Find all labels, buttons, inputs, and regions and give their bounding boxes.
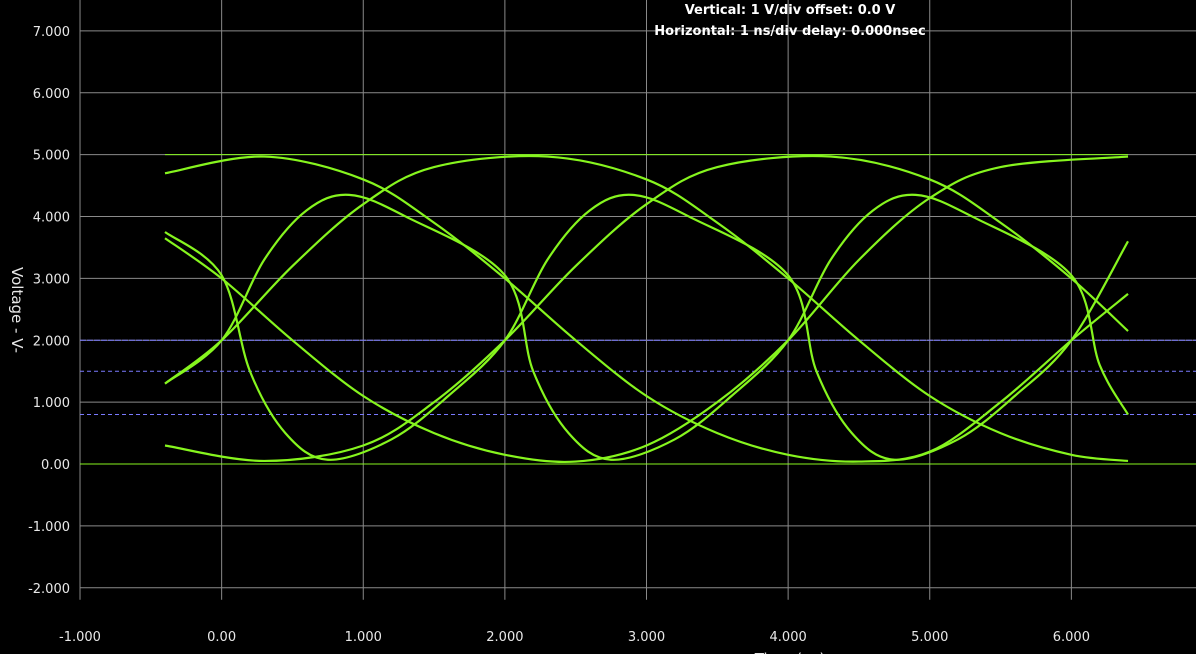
y-tick-label: 6.000	[33, 87, 70, 102]
y-tick-label: 1.000	[33, 396, 70, 411]
y-tick-label: 3.000	[33, 272, 70, 287]
x-tick-label: 1.000	[345, 630, 382, 645]
y-tick-label: 2.000	[33, 334, 70, 349]
eye-trace	[164, 193, 1129, 461]
x-tick-label: 2.000	[486, 630, 523, 645]
y-tick-label: 4.000	[33, 211, 70, 226]
labels: 7.000 6.000 5.000 4.000 3.000 2.000 1.000 0.00 -…	[28, 25, 1090, 645]
y-tick-label: -1.000	[28, 520, 70, 535]
x-tick-label: 4.000	[770, 630, 807, 645]
x-axis-label: Time (ns)	[754, 650, 826, 654]
y-axis-label: Voltage - V-	[8, 267, 26, 353]
x-tick-label: 6.000	[1053, 630, 1090, 645]
vertical-setting: Vertical: 1 V/div offset: 0.0 V	[685, 3, 896, 18]
x-tick-label: -1.000	[59, 630, 101, 645]
x-tick-label: 0.00	[207, 630, 236, 645]
eye-trace	[164, 155, 1129, 463]
eye-trace	[164, 154, 1129, 463]
y-tick-label: 7.000	[33, 25, 70, 40]
y-tick-label: 0.00	[41, 458, 70, 473]
traces	[164, 154, 1129, 464]
eye-trace	[164, 155, 1129, 464]
x-tick-label: 3.000	[628, 630, 665, 645]
x-tick-label: 5.000	[911, 630, 948, 645]
y-tick-label: -2.000	[28, 582, 70, 597]
eye-trace	[164, 154, 1129, 463]
y-tick-label: 5.000	[33, 149, 70, 164]
eye-trace	[164, 193, 1129, 461]
grid	[79, 0, 1196, 600]
horizontal-setting: Horizontal: 1 ns/div delay: 0.000nsec	[654, 24, 925, 39]
